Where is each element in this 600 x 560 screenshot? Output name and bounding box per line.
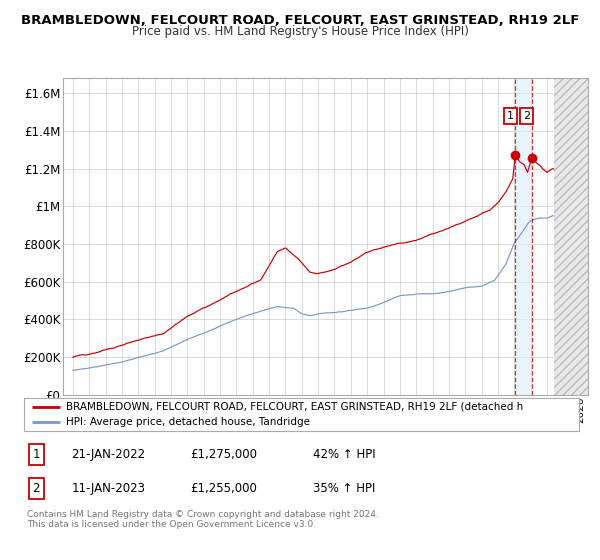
Text: 2: 2 bbox=[523, 111, 530, 121]
Text: 42% ↑ HPI: 42% ↑ HPI bbox=[313, 448, 375, 461]
Text: Price paid vs. HM Land Registry's House Price Index (HPI): Price paid vs. HM Land Registry's House … bbox=[131, 25, 469, 38]
Text: 11-JAN-2023: 11-JAN-2023 bbox=[71, 482, 145, 495]
Text: £1,255,000: £1,255,000 bbox=[191, 482, 257, 495]
Text: BRAMBLEDOWN, FELCOURT ROAD, FELCOURT, EAST GRINSTEAD, RH19 2LF (detached h: BRAMBLEDOWN, FELCOURT ROAD, FELCOURT, EA… bbox=[65, 402, 523, 412]
Text: HPI: Average price, detached house, Tandridge: HPI: Average price, detached house, Tand… bbox=[65, 417, 310, 427]
Text: £1,275,000: £1,275,000 bbox=[191, 448, 257, 461]
Text: 1: 1 bbox=[32, 448, 40, 461]
Text: 35% ↑ HPI: 35% ↑ HPI bbox=[313, 482, 375, 495]
Text: BRAMBLEDOWN, FELCOURT ROAD, FELCOURT, EAST GRINSTEAD, RH19 2LF: BRAMBLEDOWN, FELCOURT ROAD, FELCOURT, EA… bbox=[21, 14, 579, 27]
Text: Contains HM Land Registry data © Crown copyright and database right 2024.
This d: Contains HM Land Registry data © Crown c… bbox=[27, 510, 379, 529]
Text: 2: 2 bbox=[32, 482, 40, 495]
Text: 21-JAN-2022: 21-JAN-2022 bbox=[71, 448, 145, 461]
Bar bbox=[515, 78, 532, 395]
Bar bbox=[554, 78, 588, 395]
Text: 1: 1 bbox=[507, 111, 514, 121]
